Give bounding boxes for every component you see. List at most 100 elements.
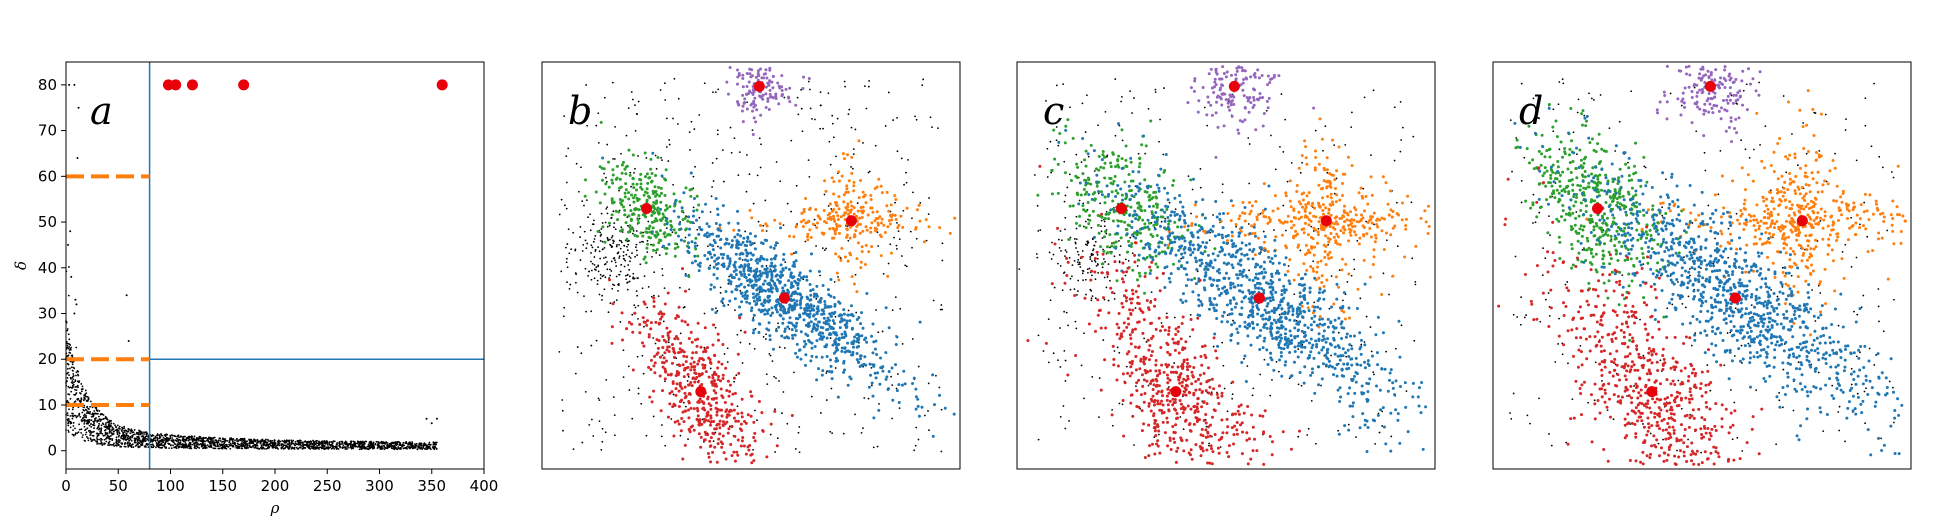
cluster-point xyxy=(654,194,658,198)
noise-point xyxy=(764,199,767,202)
data-point xyxy=(363,446,366,449)
cluster-point xyxy=(673,337,677,341)
cluster-point xyxy=(920,405,924,409)
noise-point xyxy=(719,286,722,289)
noise-point xyxy=(618,239,621,242)
cluster-point xyxy=(752,116,756,120)
data-point xyxy=(280,447,283,450)
data-point xyxy=(117,444,120,447)
cluster-point xyxy=(727,242,731,246)
cluster-point xyxy=(740,415,744,419)
cluster-point xyxy=(751,318,755,322)
cluster-point xyxy=(952,412,956,416)
noise-point xyxy=(628,275,631,278)
cluster-point xyxy=(799,276,803,280)
data-point xyxy=(360,447,363,450)
data-point xyxy=(307,445,310,448)
cluster-point xyxy=(647,176,651,180)
noise-point xyxy=(829,163,832,166)
noise-point xyxy=(867,397,870,400)
data-point xyxy=(383,448,386,451)
cluster-point xyxy=(677,405,681,409)
noise-point xyxy=(620,263,623,266)
cluster-point xyxy=(821,369,825,373)
cluster-point xyxy=(805,235,809,239)
cluster-point xyxy=(809,252,813,256)
noise-point xyxy=(592,435,595,437)
cluster-point xyxy=(845,235,849,239)
data-point xyxy=(161,441,164,443)
cluster-point xyxy=(851,345,855,349)
data-point xyxy=(223,444,226,447)
noise-point xyxy=(900,255,903,257)
data-point xyxy=(312,439,314,442)
noise-point xyxy=(932,299,935,302)
noise-point xyxy=(712,180,715,182)
noise-point xyxy=(594,269,597,271)
data-point xyxy=(102,434,105,437)
cluster-point xyxy=(749,258,753,262)
cluster-point xyxy=(708,423,712,427)
cluster-point xyxy=(611,181,615,185)
data-point xyxy=(330,447,333,450)
cluster-point xyxy=(807,338,811,342)
cluster-point xyxy=(699,445,703,449)
data-point xyxy=(375,440,378,443)
data-point xyxy=(66,344,69,347)
cluster-point xyxy=(649,321,653,325)
data-point xyxy=(132,431,135,434)
data-point xyxy=(130,446,133,448)
cluster-point xyxy=(607,185,611,189)
cluster-point xyxy=(686,249,690,253)
cluster-point xyxy=(864,201,868,205)
noise-point xyxy=(931,126,933,129)
cluster-point xyxy=(727,394,731,398)
cluster-point xyxy=(621,199,625,203)
cluster-point xyxy=(815,339,819,343)
data-point xyxy=(420,446,423,449)
data-point xyxy=(71,363,74,366)
data-point xyxy=(82,399,85,402)
data-point xyxy=(327,446,330,448)
cluster-point xyxy=(748,301,752,305)
data-point xyxy=(358,443,360,445)
cluster-point xyxy=(707,402,711,406)
cluster-point xyxy=(671,347,675,351)
cluster-point xyxy=(859,354,863,358)
cluster-point xyxy=(665,217,669,221)
data-point xyxy=(116,440,119,442)
data-point xyxy=(143,438,146,440)
cluster-point xyxy=(837,195,841,199)
data-point xyxy=(398,444,401,446)
cluster-point xyxy=(741,436,745,440)
cluster-point xyxy=(683,443,687,447)
cluster-point xyxy=(659,218,663,222)
cluster-point xyxy=(799,220,803,224)
cluster-point xyxy=(744,276,748,280)
data-point xyxy=(143,445,146,448)
noise-point xyxy=(626,249,629,252)
data-point xyxy=(383,445,386,447)
data-point xyxy=(67,424,70,427)
cluster-point xyxy=(818,217,822,221)
cluster-point xyxy=(682,354,686,358)
cluster-point xyxy=(637,197,641,201)
cluster-point xyxy=(721,343,725,347)
cluster-point xyxy=(860,245,864,249)
data-point xyxy=(106,425,109,428)
data-point xyxy=(177,441,180,444)
noise-point xyxy=(650,295,653,298)
cluster-point xyxy=(822,209,826,213)
data-point xyxy=(129,438,132,441)
data-point xyxy=(90,425,93,428)
data-point xyxy=(147,446,150,449)
cluster-point xyxy=(893,194,897,198)
cluster-point xyxy=(664,252,668,256)
cluster-point xyxy=(888,213,892,217)
data-point xyxy=(266,441,269,444)
cluster-point xyxy=(650,230,654,234)
noise-point xyxy=(599,277,602,280)
cluster-point xyxy=(654,320,658,324)
cluster-point xyxy=(773,304,777,308)
cluster-point xyxy=(656,206,660,210)
